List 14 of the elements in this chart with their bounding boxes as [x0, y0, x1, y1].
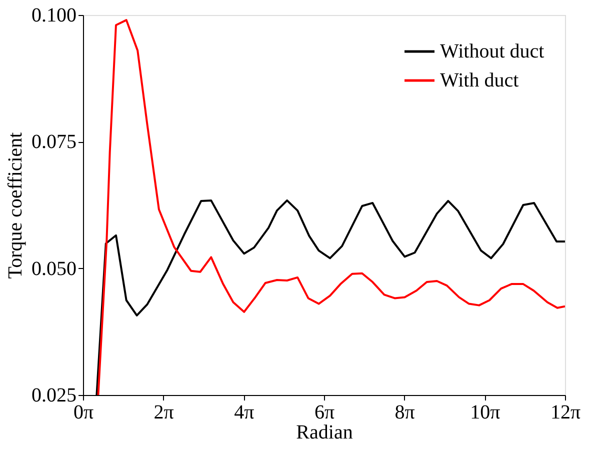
y-tick-label: 0.050 [32, 258, 76, 280]
x-tick-label: 8π [394, 402, 415, 424]
legend-label: With duct [440, 70, 520, 92]
y-tick-label: 0.100 [32, 4, 76, 26]
x-tick-label: 12π [550, 402, 581, 424]
x-axis-title: Radian [296, 422, 353, 444]
x-tick-label: 2π [154, 402, 174, 424]
y-axis-title: Torque coefficient [4, 132, 26, 279]
line-series [97, 19, 565, 395]
y-tick-label: 0.075 [32, 131, 76, 154]
x-tick-label: 4π [234, 402, 254, 424]
x-tick-label: 10π [470, 402, 500, 424]
legend-label: Without duct [440, 40, 545, 62]
x-tick-label: 6π [314, 402, 335, 424]
